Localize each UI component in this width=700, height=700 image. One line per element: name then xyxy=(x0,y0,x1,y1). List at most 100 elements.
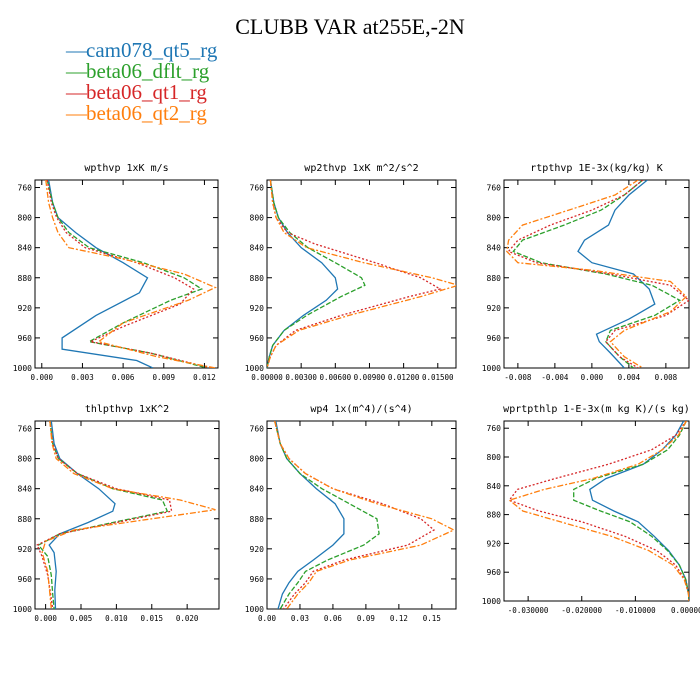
chart-panel-4: thlpthvp 1xK^276080084088092096010000.00… xyxy=(13,404,220,623)
y-tick-label: 880 xyxy=(487,274,502,283)
series-line-beta06_dflt_rg xyxy=(46,180,208,368)
chart-panel-5: wp4 1x(m^4)/(s^4)76080084088092096010000… xyxy=(245,404,457,623)
y-tick-label: 840 xyxy=(487,482,502,491)
y-tick-label: 800 xyxy=(250,455,265,464)
x-tick-label: 0.12 xyxy=(390,614,408,623)
y-tick-label: 920 xyxy=(250,304,265,313)
x-tick-label: 0.006 xyxy=(112,373,135,382)
plot-frame xyxy=(34,179,219,369)
chart-title: thlpthvp 1xK^2 xyxy=(85,404,169,415)
y-tick-label: 840 xyxy=(18,244,33,253)
series-line-beta06_qt2_rg xyxy=(45,180,217,368)
legend-item-cam078: —cam078_qt5_rg xyxy=(66,40,217,61)
y-tick-label: 840 xyxy=(487,244,502,253)
y-tick-label: 760 xyxy=(18,184,33,193)
series-line-beta06_qt2_rg xyxy=(41,421,216,609)
y-tick-label: 760 xyxy=(487,184,502,193)
series-group xyxy=(508,421,689,601)
chart-panel-1: wpthvp 1xK m/s76080084088092096010000.00… xyxy=(13,163,219,382)
chart-title: wp4 1x(m^4)/(s^4) xyxy=(310,404,412,415)
chart-title: rtpthvp 1E-3x(kg/kg) K xyxy=(530,163,662,174)
x-tick-label: 0.00 xyxy=(258,614,277,623)
x-tick-label: 0.15 xyxy=(423,614,441,623)
plot-frame xyxy=(503,420,690,602)
series-line-beta06_qt1_rg xyxy=(274,421,436,609)
x-tick-label: 0.00000 xyxy=(251,373,283,382)
series-line-beta06_dflt_rg xyxy=(267,180,366,368)
x-tick-label: -0.008 xyxy=(504,373,532,382)
y-tick-label: 920 xyxy=(487,539,502,548)
plot-frame xyxy=(266,420,457,610)
legend-item-beta06-qt2: —beta06_qt2_rg xyxy=(66,103,217,124)
y-tick-label: 880 xyxy=(250,274,265,283)
y-tick-label: 760 xyxy=(487,424,502,433)
chart-title: wpthvp 1xK m/s xyxy=(84,163,168,174)
x-tick-label: 0.010 xyxy=(105,614,128,623)
x-tick-label: -0.004 xyxy=(541,373,569,382)
x-tick-label: 0.06 xyxy=(324,614,343,623)
series-line-beta06_qt2_rg xyxy=(506,180,688,368)
x-tick-label: 0.012 xyxy=(193,373,216,382)
legend-label: beta06_qt1_rg xyxy=(86,80,207,104)
y-tick-label: 920 xyxy=(250,545,265,554)
x-tick-label: 0.000 xyxy=(34,614,57,623)
y-tick-label: 880 xyxy=(18,515,33,524)
legend-label: beta06_dflt_rg xyxy=(86,59,210,83)
x-tick-label: 0.00600 xyxy=(320,373,352,382)
series-line-beta06_dflt_rg xyxy=(512,180,682,368)
x-tick-label: 0.015 xyxy=(140,614,163,623)
y-tick-label: 1000 xyxy=(13,605,32,614)
y-tick-label: 1000 xyxy=(245,364,264,373)
y-tick-label: 1000 xyxy=(482,364,501,373)
x-tick-label: 0.020 xyxy=(176,614,199,623)
series-group xyxy=(45,180,217,368)
series-line-cam078_qt5_rg xyxy=(48,421,116,609)
x-tick-label: 0.00900 xyxy=(354,373,386,382)
y-tick-label: 960 xyxy=(487,568,502,577)
x-tick-label: 0.009 xyxy=(152,373,175,382)
series-line-beta06_dflt_rg xyxy=(37,421,169,609)
x-tick-label: -0.030000 xyxy=(508,606,549,615)
y-tick-label: 960 xyxy=(18,334,33,343)
y-tick-label: 840 xyxy=(250,485,265,494)
y-tick-label: 800 xyxy=(487,453,502,462)
y-tick-label: 960 xyxy=(250,334,265,343)
x-tick-label: 0.03 xyxy=(291,614,309,623)
legend-label: beta06_qt2_rg xyxy=(86,101,207,125)
series-group xyxy=(267,180,456,368)
series-line-beta06_qt2_rg xyxy=(267,180,456,368)
x-tick-label: -0.020000 xyxy=(561,606,602,615)
series-group xyxy=(506,180,689,368)
series-line-beta06_qt1_rg xyxy=(46,180,212,368)
series-group xyxy=(274,421,456,609)
x-tick-label: -0.010000 xyxy=(615,606,656,615)
series-line-beta06_qt2_rg xyxy=(274,421,456,609)
y-tick-label: 1000 xyxy=(482,597,501,606)
x-tick-label: 0.000 xyxy=(581,373,604,382)
x-tick-label: 0.008 xyxy=(655,373,678,382)
y-tick-label: 800 xyxy=(18,455,33,464)
plot-frame xyxy=(266,179,457,369)
figure-title: CLUBB VAR at255E,-2N xyxy=(235,14,465,39)
y-tick-label: 760 xyxy=(250,425,265,434)
series-line-beta06_dflt_rg xyxy=(573,421,689,601)
plot-frame xyxy=(34,420,220,610)
legend: —cam078_qt5_rg —beta06_dflt_rg —beta06_q… xyxy=(66,40,217,124)
y-tick-label: 800 xyxy=(487,214,502,223)
x-tick-label: 0.01200 xyxy=(388,373,420,382)
y-tick-label: 840 xyxy=(18,485,33,494)
x-tick-label: 0.005 xyxy=(70,614,93,623)
chart-panel-2: wp2thvp 1xK m^2/s^2 760 800 840 880 920 960 100… xyxy=(245,163,457,382)
series-line-beta06_qt2_rg xyxy=(508,421,689,601)
y-tick-label: 800 xyxy=(18,214,33,223)
chart-title: wp2thvp 1xK m^2/s^2 xyxy=(304,163,418,174)
y-tick-label: 960 xyxy=(250,575,265,584)
legend-label: cam078_qt5_rg xyxy=(86,38,218,62)
y-tick-label: 920 xyxy=(18,545,33,554)
chart-panel-3: rtpthvp 1E-3x(kg/kg) K 760 800 840 880 920 960… xyxy=(482,163,690,382)
y-tick-label: 960 xyxy=(18,575,33,584)
legend-item-beta06-qt1: —beta06_qt1_rg xyxy=(66,82,217,103)
y-tick-label: 760 xyxy=(250,184,265,193)
